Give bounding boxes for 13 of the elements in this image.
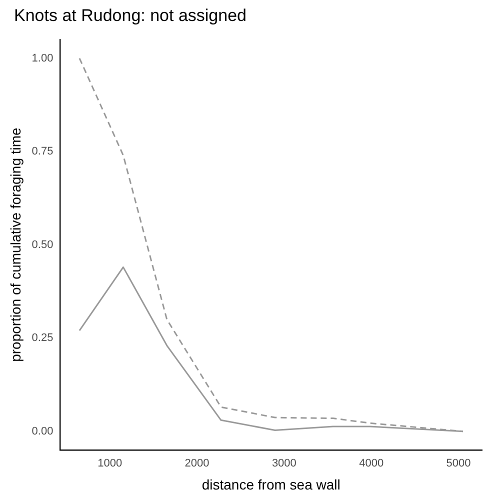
- chart-title: Knots at Rudong: not assigned: [14, 6, 246, 26]
- x-tick-label: 2000: [184, 458, 210, 470]
- y-axis-title: proportion of cumulative foraging time: [7, 127, 24, 362]
- x-tick-label: 1000: [98, 458, 122, 470]
- x-tick-label: 3000: [272, 458, 296, 470]
- x-tick-label: 4000: [359, 458, 384, 470]
- y-tick-label: 0.00: [32, 425, 54, 438]
- x-tick-label: 5000: [446, 458, 471, 470]
- y-tick-label: 0.25: [32, 332, 54, 344]
- x-axis-title: distance from sea wall: [202, 476, 340, 492]
- y-tick-label: 0.50: [32, 238, 54, 251]
- y-tick-label: 1.00: [32, 52, 54, 64]
- y-tick-label: 0.75: [32, 146, 54, 158]
